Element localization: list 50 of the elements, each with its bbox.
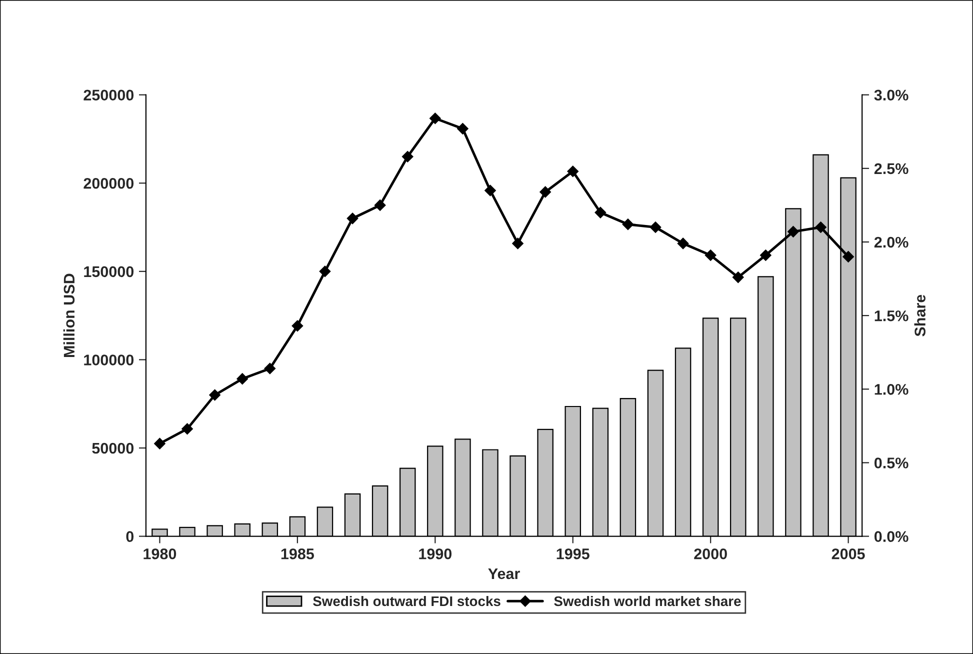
point xyxy=(236,373,248,384)
point xyxy=(567,166,578,177)
y-tick-label: 150000 xyxy=(84,266,134,278)
y2-tick-label: 1.0% xyxy=(874,384,908,395)
point xyxy=(484,184,496,196)
y2-tick-label: 2.0% xyxy=(874,236,908,248)
x-tick-label: 1995 xyxy=(556,548,590,560)
x-tick-label: 2005 xyxy=(832,548,865,560)
point xyxy=(594,206,606,218)
point xyxy=(677,238,689,250)
point xyxy=(650,222,662,233)
point xyxy=(346,212,358,224)
point xyxy=(374,200,386,211)
x-tick-label: 1985 xyxy=(281,548,314,560)
point xyxy=(154,438,166,450)
point xyxy=(182,423,193,434)
y-axis-title: Million USD xyxy=(63,274,75,357)
point xyxy=(788,226,799,238)
point xyxy=(704,250,716,261)
x-axis-title: Year xyxy=(488,568,520,580)
legend-label: Swedish world market share xyxy=(554,596,741,606)
y2-tick-label: 3.0% xyxy=(874,90,908,101)
y-tick-label: 100000 xyxy=(84,354,134,366)
point xyxy=(842,251,854,262)
point xyxy=(457,123,468,134)
y2-tick-label: 2.5% xyxy=(874,163,908,174)
point xyxy=(815,222,826,233)
y-tick-label: 250000 xyxy=(84,90,134,101)
point xyxy=(264,362,276,374)
point xyxy=(209,389,220,401)
point xyxy=(402,151,414,162)
point xyxy=(760,250,772,261)
point xyxy=(540,186,551,198)
y2-tick-label: 0.0% xyxy=(874,531,908,542)
y2-axis-title: Share xyxy=(914,294,926,336)
legend-label: Swedish outward FDI stocks xyxy=(313,596,500,606)
point xyxy=(430,112,441,124)
point xyxy=(292,320,304,332)
y-tick-label: 200000 xyxy=(84,178,134,189)
point xyxy=(512,238,524,250)
x-tick-label: 2000 xyxy=(694,548,727,560)
y-tick-label: 0 xyxy=(126,531,134,542)
point xyxy=(622,218,634,230)
y2-tick-label: 1.5% xyxy=(874,310,908,322)
y2-tick-label: 0.5% xyxy=(874,458,908,468)
x-tick-label: 1990 xyxy=(419,548,452,560)
y-tick-label: 50000 xyxy=(92,442,134,454)
point xyxy=(319,266,331,278)
x-tick-label: 1980 xyxy=(144,548,176,560)
point xyxy=(732,272,744,283)
